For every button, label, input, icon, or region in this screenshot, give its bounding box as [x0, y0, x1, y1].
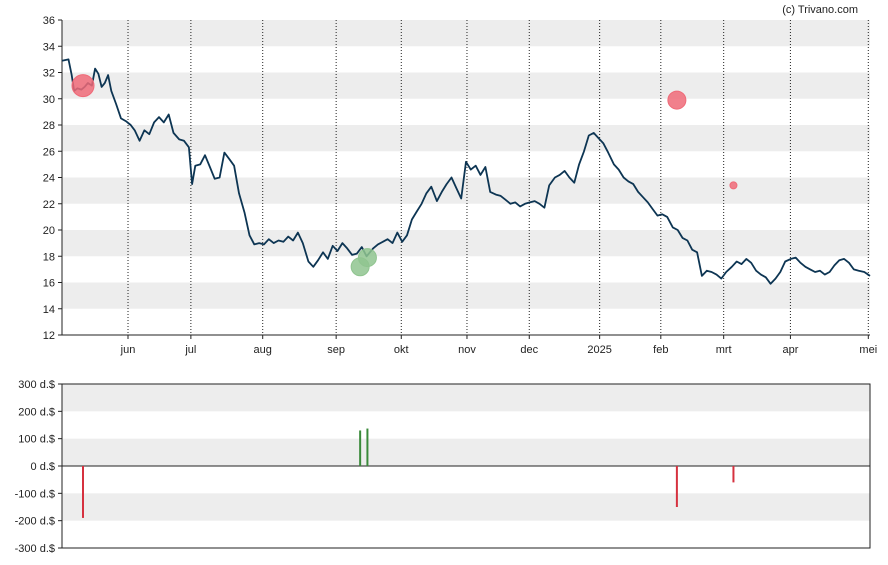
sell-marker	[729, 181, 738, 190]
grid-band	[62, 438, 870, 466]
buy-marker	[357, 248, 377, 268]
grid-band	[62, 72, 870, 99]
x-tick-label: nov	[458, 344, 476, 356]
grid-band	[62, 384, 870, 412]
y-tick-label: 22	[43, 199, 55, 211]
y-tick-label: 200 d.$	[18, 406, 55, 418]
y-tick-label: 36	[43, 15, 55, 27]
y-tick-label: 32	[43, 68, 55, 80]
y-tick-label: -200 d.$	[15, 516, 55, 528]
x-tick-label: mei	[859, 344, 877, 356]
y-tick-label: 12	[43, 330, 55, 342]
grid-band	[62, 282, 870, 309]
x-tick-label: okt	[394, 344, 409, 356]
transactions-chart: 300 d.$ 200 d.$ 100 d.$ 0 d.$ -100 d.$ -200 d…	[15, 379, 871, 555]
y-tick-label: 0 d.$	[31, 461, 55, 473]
x-tick-label: dec	[520, 344, 538, 356]
price-chart: 12 14 16 18 20 22 24 26 28 30 32 34 36 jun jul aug sep ok…	[43, 15, 877, 356]
y-tick-label: 18	[43, 251, 55, 263]
y-tick-label: 30	[43, 94, 55, 106]
sell-marker	[667, 90, 687, 110]
y-tick-label: 16	[43, 278, 55, 290]
x-tick-label: jun	[120, 344, 136, 356]
grid-band	[62, 125, 870, 152]
copyright-label: (c) Trivano.com	[782, 4, 858, 16]
price-line	[61, 58, 871, 285]
y-tick-label: 26	[43, 146, 55, 158]
grid-band	[62, 493, 870, 521]
x-tick-label: 2025	[587, 344, 611, 356]
x-tick-label: mrt	[716, 344, 732, 356]
y-tick-label: 100 d.$	[18, 434, 55, 446]
y-tick-label: 28	[43, 120, 55, 132]
grid-band	[62, 20, 870, 47]
y-tick-label: 14	[43, 304, 55, 316]
y-tick-label: 20	[43, 225, 55, 237]
x-tick-label: aug	[254, 344, 272, 356]
y-tick-label: 24	[43, 173, 55, 185]
sell-marker	[71, 74, 95, 98]
y-tick-label: 300 d.$	[18, 379, 55, 391]
y-tick-label: -300 d.$	[15, 543, 55, 555]
x-tick-label: apr	[782, 344, 798, 356]
x-tick-label: jul	[184, 344, 196, 356]
grid-band	[62, 230, 870, 257]
y-tick-label: 34	[43, 41, 55, 53]
x-tick-label: sep	[327, 344, 345, 356]
x-tick-label: feb	[653, 344, 668, 356]
grid-band	[62, 177, 870, 204]
y-tick-label: -100 d.$	[15, 488, 55, 500]
